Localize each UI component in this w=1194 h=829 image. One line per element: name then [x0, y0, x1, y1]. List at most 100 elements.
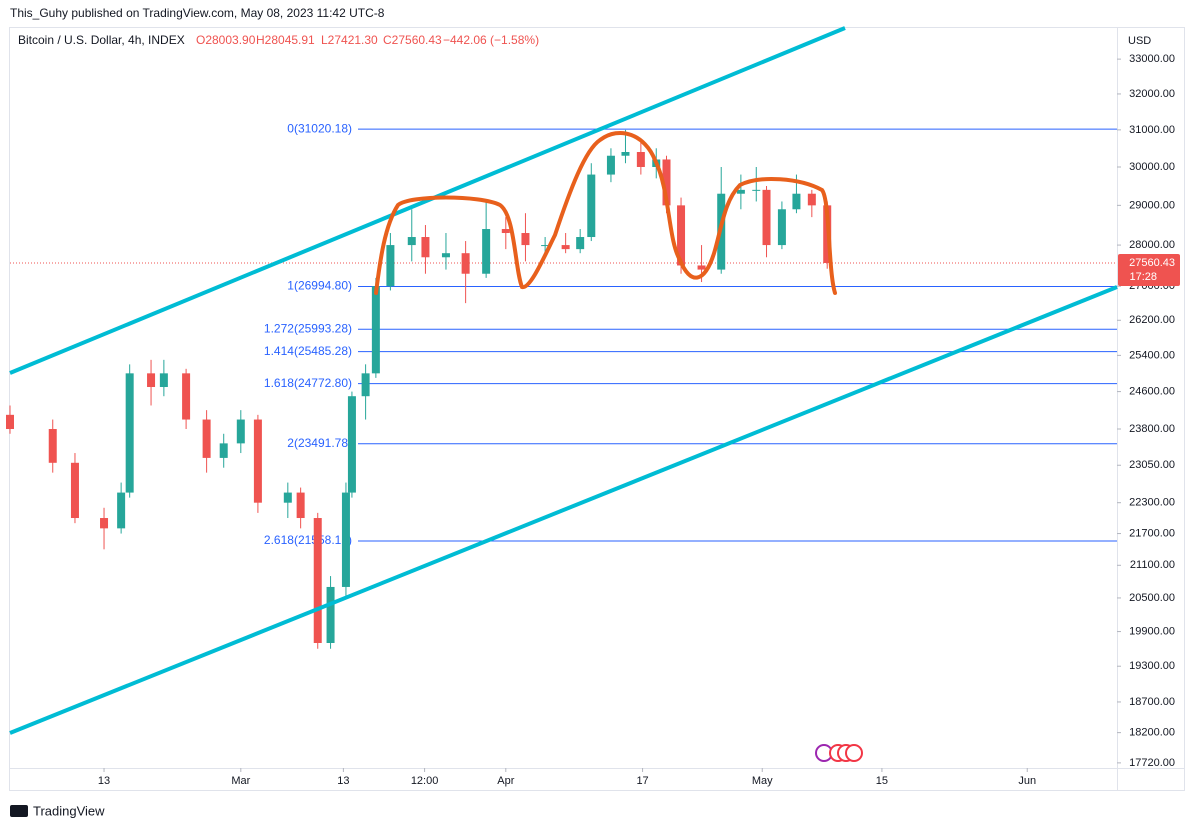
candle-body: [236, 419, 245, 444]
candle-body: [6, 414, 14, 430]
candle-body: [482, 229, 491, 274]
y-tick-label: 21100.00: [1130, 559, 1175, 571]
candle-body: [147, 373, 156, 388]
x-tick-label: 13: [98, 775, 110, 787]
candle-body: [576, 237, 585, 250]
y-tick-label: 21700.00: [1129, 527, 1175, 539]
candle-body: [386, 245, 395, 287]
channel-upper: [9, 26, 846, 375]
x-tick-label: May: [752, 775, 773, 787]
y-tick-label: 17720.00: [1129, 757, 1175, 769]
candle-body: [253, 419, 262, 503]
candle-body: [313, 518, 322, 643]
x-tick-label: Mar: [231, 775, 250, 787]
brand-name: TradingView: [33, 803, 105, 818]
candle-body: [441, 253, 450, 258]
candle-body: [371, 286, 380, 374]
candle-body: [606, 155, 615, 175]
x-tick-label: Jun: [1018, 775, 1036, 787]
candle-body: [296, 492, 305, 519]
candle-body: [361, 373, 370, 397]
fib-label: 2(23491.78): [287, 436, 352, 450]
y-tick-label: 22300.00: [1129, 497, 1175, 509]
fib-label: 1.414(25485.28): [264, 344, 352, 358]
y-tick-label: 19300.00: [1129, 660, 1175, 672]
symbol-title: Bitcoin / U.S. Dollar, 4h, INDEX: [18, 33, 185, 47]
candle-body: [501, 229, 510, 234]
y-tick-label: 24600.00: [1129, 386, 1175, 398]
candle-body: [407, 237, 416, 246]
y-tick-label: 31000.00: [1129, 124, 1175, 136]
candle-body: [48, 429, 57, 463]
ohlc-value: C27560.43: [383, 33, 442, 47]
candle-body: [461, 253, 470, 274]
candle-body: [792, 193, 801, 210]
candle-body: [219, 443, 228, 458]
last-price-label: 27560.43: [1129, 257, 1175, 269]
candle-body: [762, 189, 771, 246]
ohlc-value: H28045.91: [256, 33, 315, 47]
candle-body: [777, 209, 786, 246]
ohlc-value: L27421.30: [321, 33, 378, 47]
candle-body: [326, 586, 335, 643]
y-tick-label: 23800.00: [1129, 423, 1175, 435]
candle-body: [341, 492, 350, 587]
event-icons[interactable]: [815, 744, 863, 762]
y-tick-label: 25400.00: [1129, 349, 1175, 361]
candle-body: [541, 245, 550, 247]
candle-body: [807, 193, 816, 206]
pattern-drawing: [374, 130, 837, 295]
fib-label: 0(31020.18): [287, 121, 352, 135]
channel-lower: [9, 285, 1118, 735]
candle-body: [736, 189, 745, 194]
candle-body: [202, 419, 211, 458]
y-tick-label: 18700.00: [1129, 696, 1175, 708]
fib-label: 2.618(21558.12): [264, 533, 352, 547]
candle-body: [347, 396, 356, 493]
candle-body: [621, 152, 630, 156]
y-tick-label: 20500.00: [1129, 592, 1175, 604]
candle-body: [283, 492, 292, 503]
x-tick-label: 13: [337, 775, 349, 787]
candle-body: [587, 174, 596, 238]
candle-body: [636, 152, 645, 167]
x-tick-label: 15: [876, 775, 888, 787]
y-tick-label: 28000.00: [1129, 239, 1175, 251]
y-tick-label: 23050.00: [1129, 459, 1175, 471]
y-tick-label: 32000.00: [1129, 88, 1175, 100]
candle-body: [117, 492, 126, 529]
y-tick-label: 19900.00: [1129, 625, 1175, 637]
candle-body: [159, 373, 168, 388]
candle-body: [421, 237, 430, 258]
y-tick-label: 33000.00: [1129, 53, 1175, 65]
plot-area: 17720.00 18200.00 18700.00 19300.00 19900.00…: [6, 53, 1175, 787]
y-tick-label: 29000.00: [1129, 199, 1175, 211]
candle-body: [677, 205, 686, 266]
y-tick-label: 30000.00: [1129, 161, 1175, 173]
fib-label: 1.272(25993.28): [264, 321, 352, 335]
candle-body: [100, 518, 109, 529]
candle-body: [752, 189, 761, 191]
x-tick-label: 12:00: [411, 775, 439, 787]
candle-body: [561, 245, 570, 250]
y-tick-label: 18200.00: [1129, 727, 1175, 739]
countdown-label: 17:28: [1129, 271, 1157, 283]
brand-logo: [10, 805, 28, 817]
candle-body: [697, 265, 706, 270]
candle-body: [182, 373, 191, 420]
fib-label: 1.618(24772.80): [264, 376, 352, 390]
currency-label: USD: [1128, 35, 1151, 47]
publish-header: This_Guhy published on TradingView.com, …: [10, 6, 385, 20]
candle-body: [125, 373, 134, 493]
candle-body: [662, 159, 671, 206]
candle-body: [521, 233, 530, 246]
x-tick-label: Apr: [497, 775, 514, 787]
candle-body: [70, 462, 79, 519]
last-price-box: [1118, 253, 1180, 286]
ohlc-value: O28003.90: [196, 33, 256, 47]
ohlc-value: −442.06 (−1.58%): [443, 33, 539, 47]
x-tick-label: 17: [636, 775, 648, 787]
fib-label: 1(26994.80): [287, 279, 352, 293]
y-tick-label: 26200.00: [1129, 314, 1175, 326]
